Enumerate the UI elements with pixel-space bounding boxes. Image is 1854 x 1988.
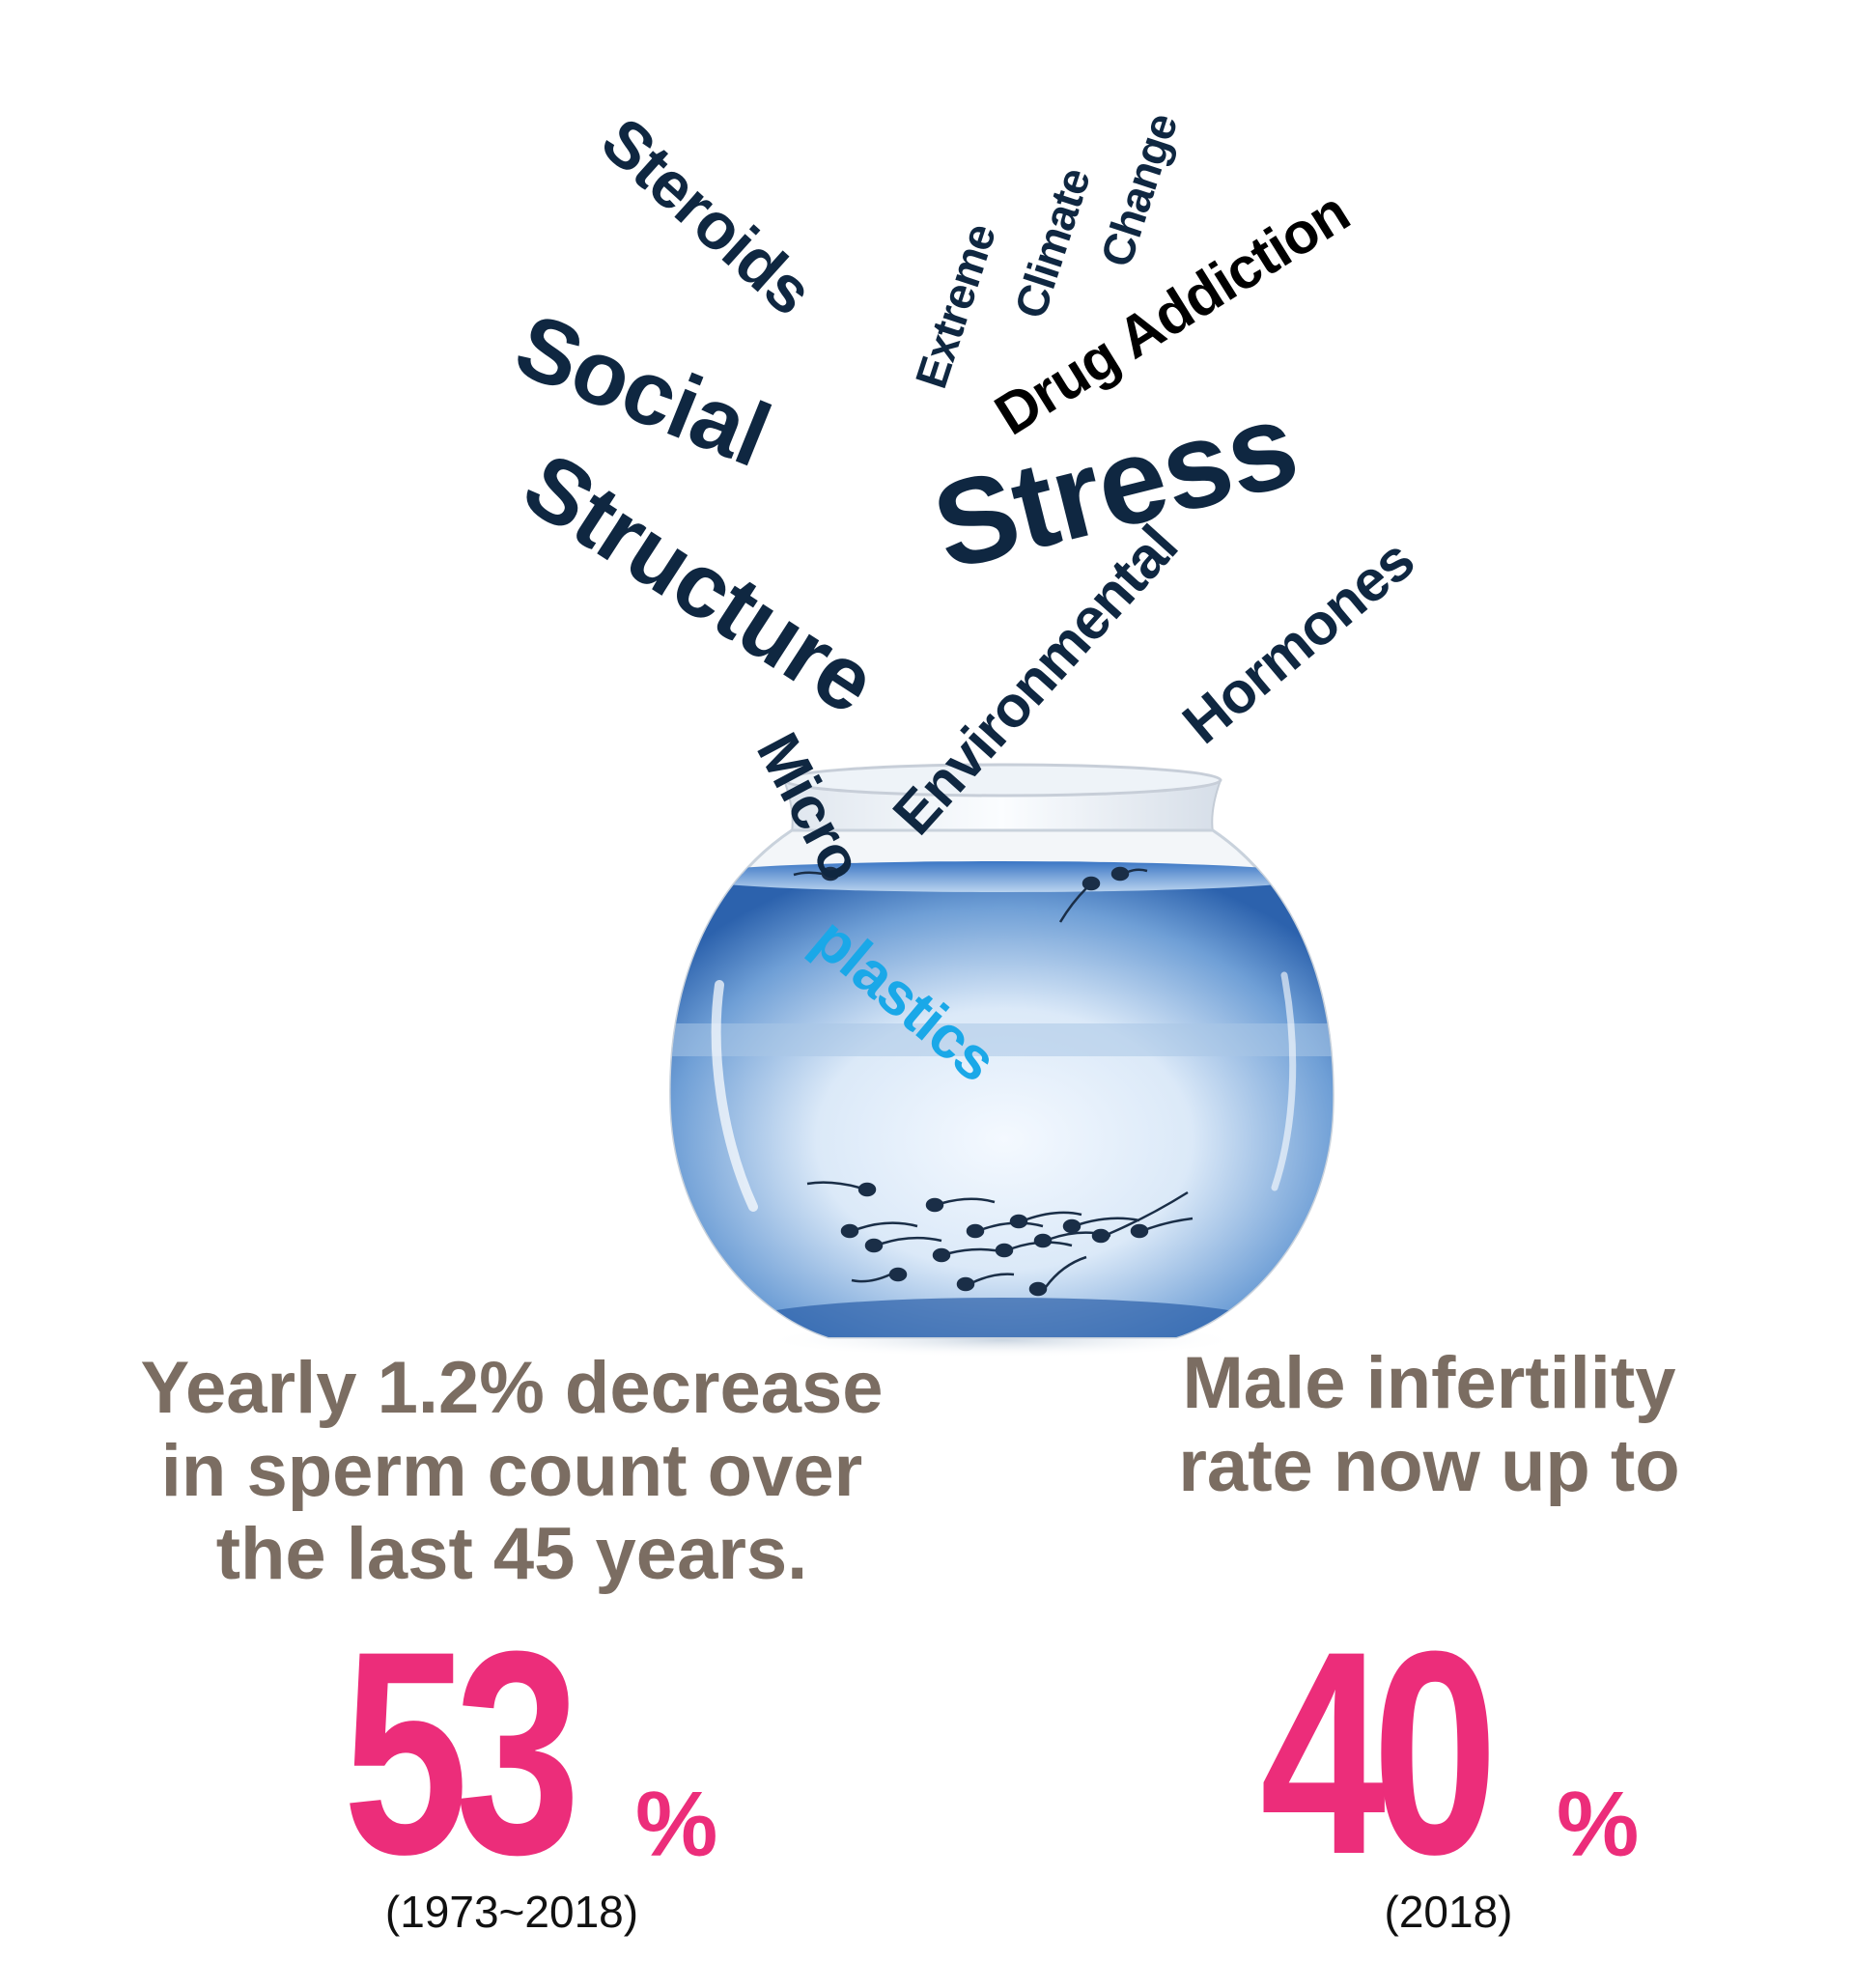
left-stat-line: Yearly 1.2% decrease [140, 1347, 884, 1429]
left-stat-value: 53 [343, 1590, 580, 1915]
left-stat-line: in sperm count over [160, 1430, 863, 1512]
right-stat-note: (2018) [1384, 1887, 1513, 1937]
right-stat-value: 40 [1260, 1590, 1498, 1915]
right-stat-line: rate now up to [1178, 1425, 1680, 1507]
left-stat-description: Yearly 1.2% decrease in sperm count over… [116, 1347, 908, 1596]
left-stat-unit: % [635, 1773, 718, 1876]
right-stat-description: Male infertility rate now up to [1053, 1342, 1806, 1508]
left-stat-line: the last 45 years. [215, 1513, 808, 1595]
left-stat-note: (1973~2018) [384, 1887, 639, 1937]
right-stat-line: Male infertility [1182, 1342, 1676, 1424]
right-stat-unit: % [1557, 1773, 1640, 1876]
